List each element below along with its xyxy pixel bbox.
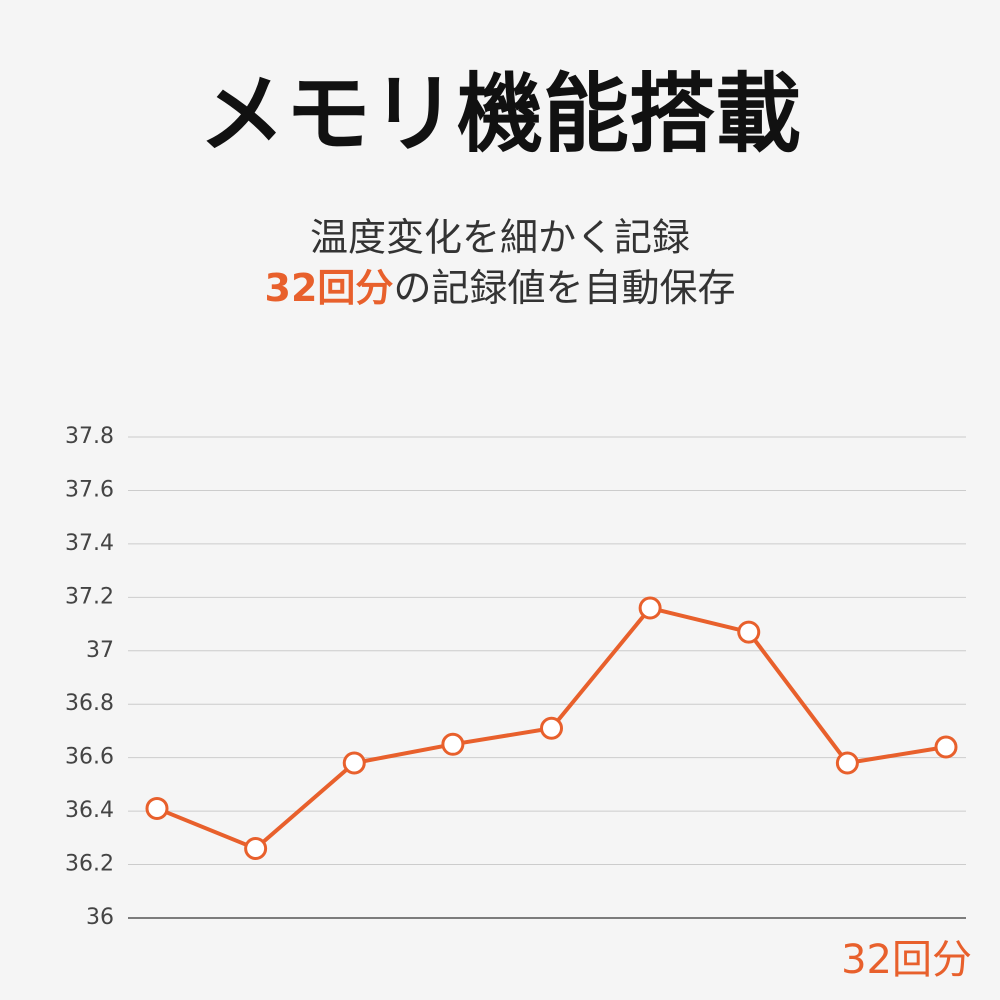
subtitle-rest: の記録値を自動保存: [393, 266, 735, 310]
data-point: [835, 751, 859, 775]
y-tick-label: 36.4: [65, 798, 114, 823]
data-point: [934, 735, 958, 759]
y-tick-label: 36.6: [65, 745, 114, 770]
y-tick-label: 36.8: [65, 691, 114, 716]
chart-title: メモリ機能搭載: [199, 64, 801, 164]
y-tick-label: 37.8: [65, 424, 114, 449]
data-point: [540, 716, 563, 740]
data-point: [342, 751, 366, 775]
y-tick-label: 37.2: [65, 584, 114, 609]
subtitle: 温度変化を細かく記録: [310, 216, 690, 260]
y-tick-label: 37.6: [65, 477, 114, 502]
data-point: [737, 620, 761, 644]
annotation: 32回分: [841, 937, 972, 983]
data-point: [441, 732, 465, 756]
y-tick-label: 37.4: [65, 531, 114, 556]
y-tick-label: 37: [86, 638, 114, 663]
subtitle-highlight: 32回分: [265, 266, 394, 310]
subtitle: 32回分の記録値を自動保存: [265, 266, 736, 310]
data-point: [244, 837, 268, 861]
data-point: [638, 596, 662, 620]
data-point: [145, 796, 169, 820]
y-tick-label: 36: [86, 905, 114, 930]
y-tick-label: 36.2: [65, 852, 114, 877]
